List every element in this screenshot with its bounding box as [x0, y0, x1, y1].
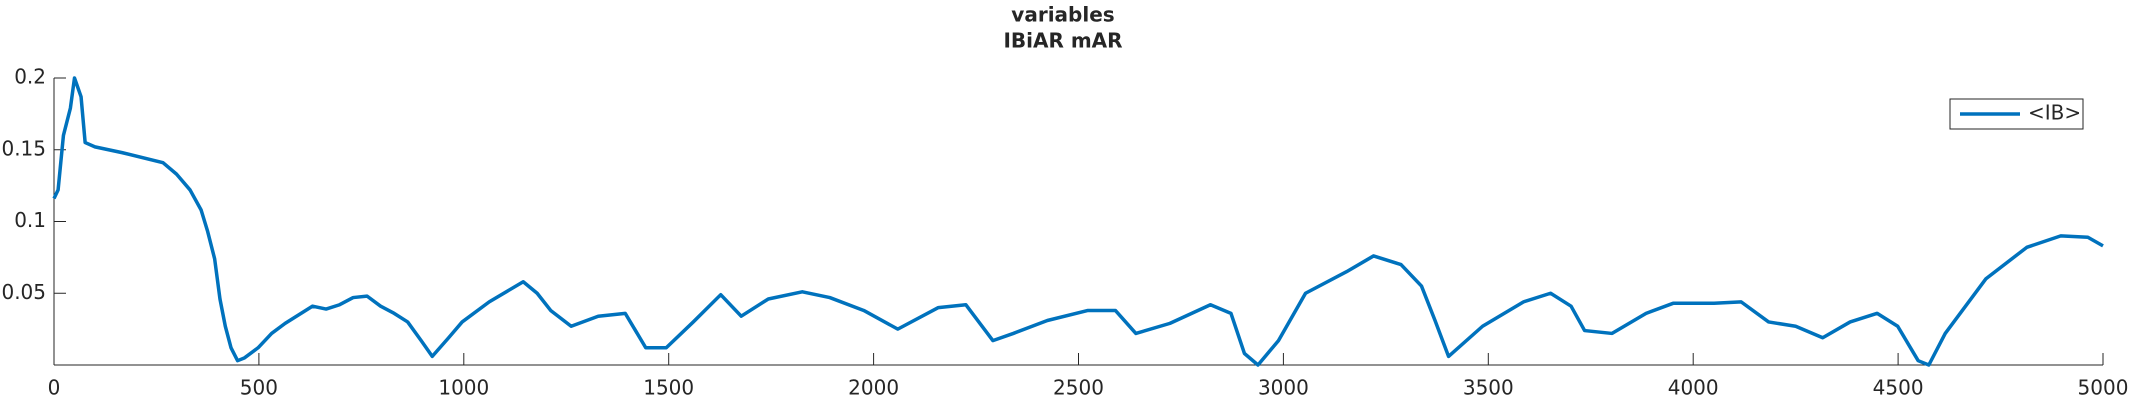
chart-subtitle: IBiAR mAR — [1003, 29, 1122, 53]
x-tick-label: 1000 — [438, 376, 489, 400]
x-tick-label: 1500 — [643, 376, 694, 400]
x-tick-label: 4500 — [1873, 376, 1924, 400]
x-tick-label: 3500 — [1463, 376, 1514, 400]
y-tick-label: 0.05 — [1, 280, 46, 304]
x-tick-label: 3000 — [1258, 376, 1309, 400]
y-tick-label: 0.1 — [14, 208, 46, 232]
x-tick-label: 2000 — [848, 376, 899, 400]
x-tick-label: 4000 — [1668, 376, 1719, 400]
data-line — [52, 76, 2104, 367]
x-tick-label: 0 — [48, 376, 61, 400]
x-tick-label: 500 — [240, 376, 278, 400]
y-tick-label: 0.15 — [1, 136, 46, 160]
legend-label: <IB> — [2028, 101, 2081, 125]
y-tick-label: 0.2 — [14, 65, 46, 89]
x-tick-label: 2500 — [1053, 376, 1104, 400]
x-tick-label: 5000 — [2078, 376, 2129, 400]
chart-title: variables — [1011, 3, 1114, 27]
